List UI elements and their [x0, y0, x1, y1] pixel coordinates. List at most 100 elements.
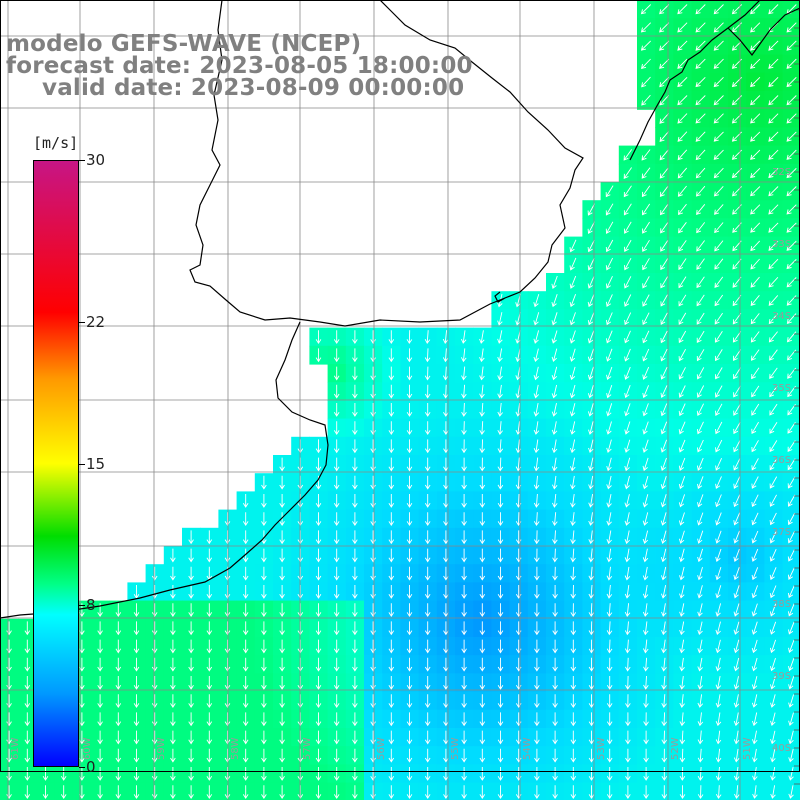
wind-arrow — [388, 730, 395, 745]
latitude-label: 40S — [772, 743, 791, 754]
wind-arrow — [733, 621, 740, 635]
wind-arrow — [224, 785, 231, 800]
wind-arrow — [768, 295, 779, 306]
wind-arrow — [388, 712, 395, 727]
longitude-label: 59W — [156, 737, 167, 760]
wind-arrow — [587, 403, 594, 417]
wind-arrow — [424, 712, 431, 727]
wind-arrow — [261, 512, 267, 527]
wind-arrow — [315, 512, 322, 527]
wind-arrow — [333, 512, 340, 527]
wind-arrow — [515, 366, 521, 381]
wind-arrow — [115, 767, 122, 781]
wind-arrow — [606, 421, 612, 435]
wind-arrow — [713, 149, 724, 160]
wind-arrow — [605, 257, 614, 271]
wind-arrow — [115, 694, 122, 709]
wind-arrow — [151, 639, 158, 654]
latitude-label: 32S — [772, 167, 791, 178]
wind-arrow — [750, 313, 760, 325]
wind-arrow — [188, 730, 194, 745]
wind-arrow — [677, 40, 688, 51]
wind-arrow — [752, 748, 758, 763]
wind-arrow — [697, 548, 704, 563]
wind-arrow — [606, 694, 613, 709]
wind-arrow — [679, 712, 686, 727]
wind-arrow — [695, 40, 706, 51]
wind-arrow — [769, 458, 778, 471]
wind-arrow — [659, 58, 670, 69]
wind-arrow — [770, 785, 776, 799]
wind-arrow — [242, 767, 249, 781]
wind-arrow — [42, 785, 49, 800]
wind-arrow — [678, 512, 685, 526]
wind-arrow — [751, 621, 758, 635]
wind-arrow — [696, 240, 705, 252]
wind-arrow — [133, 657, 140, 672]
wind-arrow — [659, 4, 670, 15]
wind-arrow — [352, 366, 358, 381]
wind-arrow — [715, 439, 723, 453]
wind-arrow — [534, 694, 540, 709]
wind-arrow — [786, 40, 797, 51]
wind-arrow — [769, 440, 778, 453]
wind-arrow — [570, 730, 577, 745]
wind-arrow — [461, 457, 467, 472]
wind-arrow — [315, 348, 322, 363]
wind-arrow — [370, 494, 376, 508]
wind-arrow — [424, 639, 431, 654]
wind-arrow — [497, 493, 504, 508]
wind-arrow — [261, 621, 267, 636]
wind-arrow — [769, 603, 777, 617]
wind-arrow — [188, 676, 194, 690]
wind-arrow — [679, 766, 686, 781]
wind-arrow — [625, 712, 631, 727]
wind-arrow — [352, 494, 358, 508]
wind-arrow — [659, 113, 669, 124]
wind-arrow — [133, 694, 140, 709]
wind-arrow — [370, 585, 376, 599]
wind-arrow — [642, 330, 650, 344]
wind-arrow — [768, 76, 779, 88]
wind-arrow — [587, 348, 595, 362]
wind-arrow — [715, 730, 722, 745]
wind-arrow — [697, 657, 703, 672]
wind-arrow — [352, 457, 358, 472]
wind-arrow — [696, 457, 704, 471]
wind-arrow — [678, 222, 687, 234]
wind-arrow — [587, 294, 595, 308]
wind-arrow — [534, 639, 540, 654]
wind-arrow — [97, 767, 103, 781]
wind-arrow — [551, 493, 558, 508]
wind-arrow — [715, 639, 721, 654]
wind-arrow — [97, 639, 103, 654]
wind-arrow — [786, 131, 797, 142]
wind-arrow — [224, 676, 231, 690]
wind-arrow — [642, 439, 649, 453]
wind-arrow — [768, 167, 779, 179]
wind-arrow — [679, 676, 685, 690]
wind-arrow — [660, 385, 668, 398]
wind-arrow — [552, 566, 558, 581]
wind-arrow — [497, 585, 504, 599]
wind-arrow — [206, 785, 213, 800]
wind-arrow — [733, 694, 740, 708]
wind-arrow — [697, 585, 703, 599]
wind-arrow — [606, 767, 613, 781]
wind-arrow — [624, 257, 632, 271]
wind-arrow — [315, 566, 322, 581]
wind-arrow — [206, 621, 213, 636]
wind-arrow — [533, 403, 540, 417]
wind-arrow — [151, 712, 158, 727]
wind-arrow — [751, 421, 759, 435]
wind-arrow — [497, 785, 504, 800]
wind-arrow — [569, 239, 577, 253]
longitude-label: 54W — [522, 737, 533, 760]
wind-arrow — [206, 730, 213, 745]
wind-arrow — [786, 22, 797, 33]
wind-arrow — [569, 294, 577, 308]
wind-arrow — [352, 785, 358, 800]
wind-arrow — [695, 76, 706, 88]
wind-arrow — [715, 421, 723, 435]
wind-arrow — [679, 748, 686, 763]
